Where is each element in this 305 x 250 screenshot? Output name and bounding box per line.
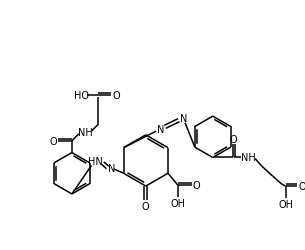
- Text: O: O: [299, 181, 305, 191]
- Text: OH: OH: [170, 198, 185, 208]
- Text: N: N: [108, 164, 115, 174]
- Text: NH: NH: [241, 153, 256, 163]
- Text: N: N: [180, 114, 187, 124]
- Text: O: O: [113, 91, 120, 101]
- Text: HO: HO: [74, 91, 89, 101]
- Text: O: O: [142, 201, 149, 211]
- Text: N: N: [157, 124, 164, 134]
- Text: O: O: [230, 134, 237, 144]
- Text: NH: NH: [78, 128, 93, 137]
- Text: O: O: [193, 180, 200, 190]
- Text: HN: HN: [88, 157, 103, 167]
- Text: O: O: [49, 136, 57, 146]
- Text: OH: OH: [278, 199, 293, 209]
